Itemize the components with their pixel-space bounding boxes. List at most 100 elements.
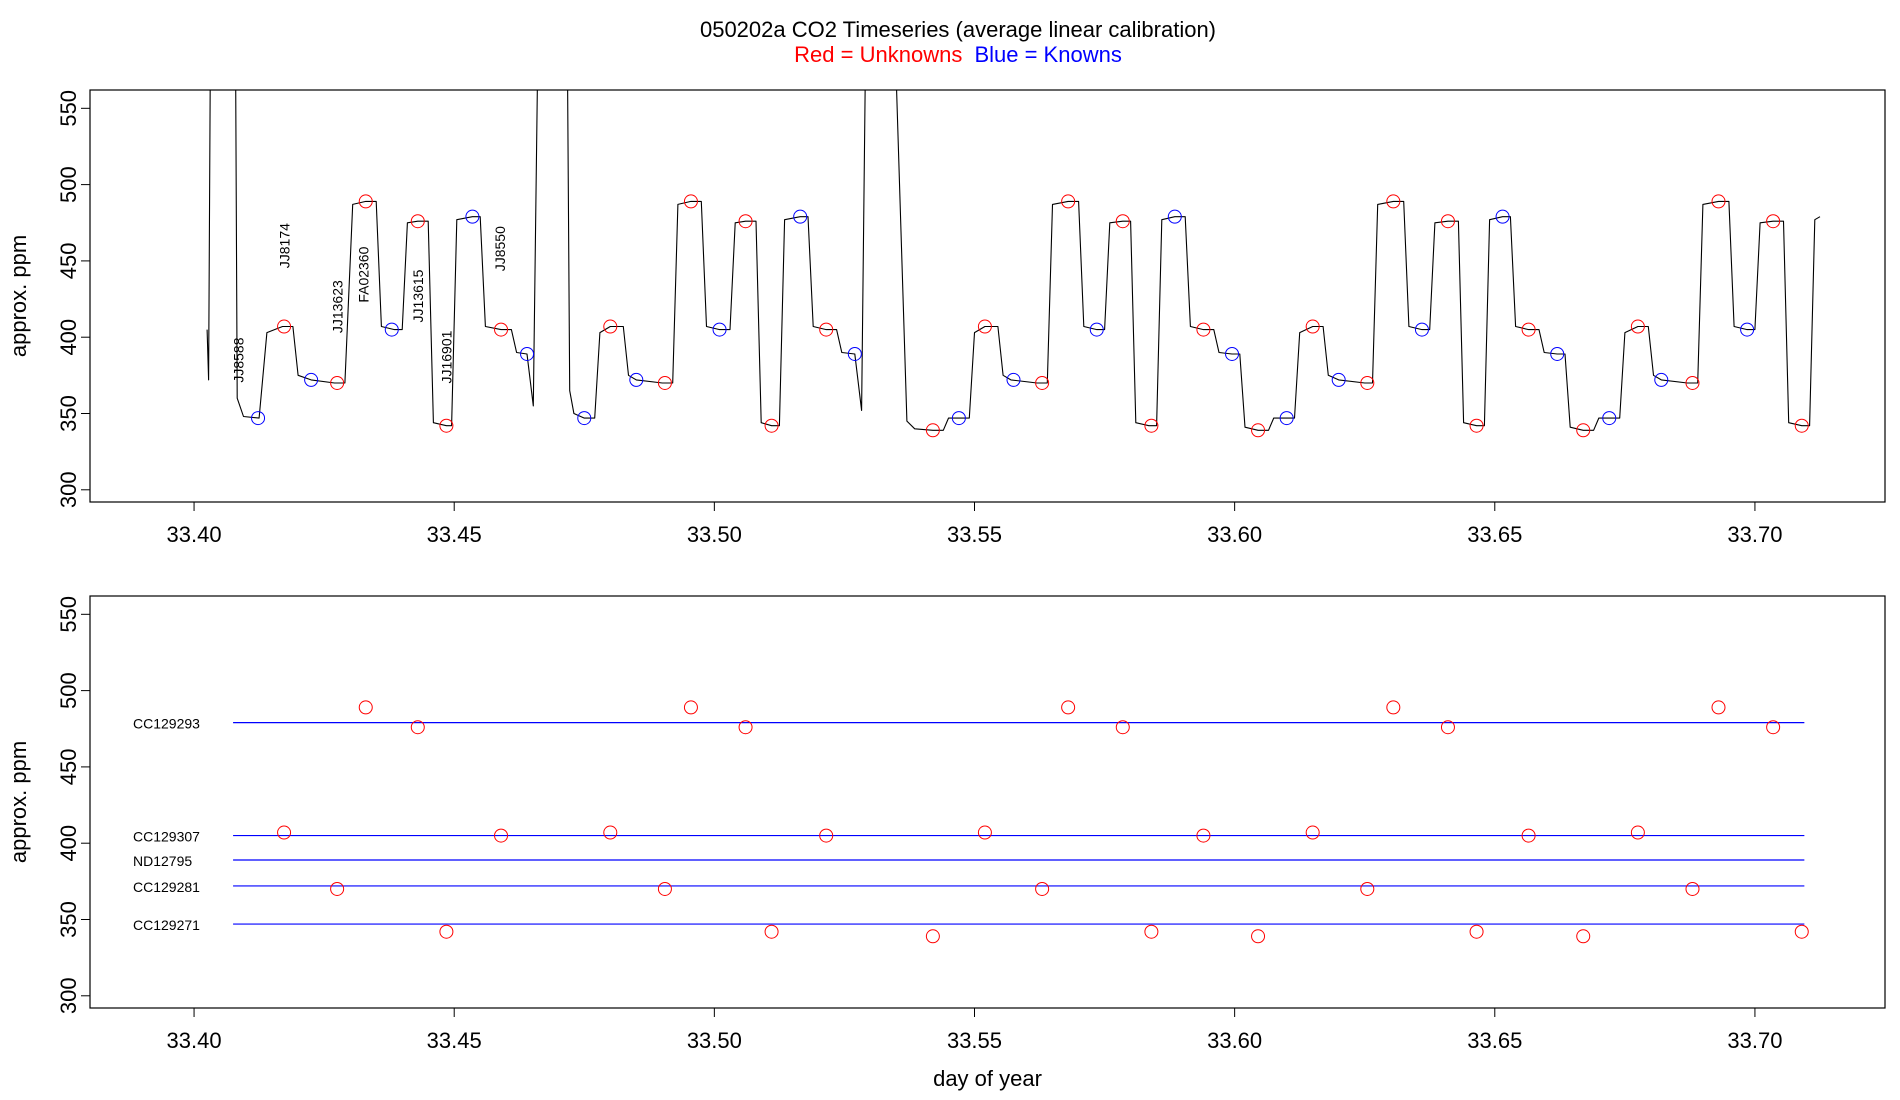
unknown-point-marker bbox=[1144, 924, 1159, 939]
unknown-point-marker bbox=[330, 375, 345, 390]
unknown-point-marker bbox=[738, 720, 753, 735]
unknown-point-marker bbox=[1251, 929, 1266, 944]
unknown-point-marker bbox=[1360, 375, 1375, 390]
y-tick-label: 400 bbox=[56, 825, 81, 862]
x-tick-label: 33.65 bbox=[1467, 522, 1522, 547]
x-tick-label: 33.40 bbox=[167, 522, 222, 547]
unknown-point-marker bbox=[603, 319, 618, 334]
x-tick-label: 33.45 bbox=[427, 1028, 482, 1053]
reference-line-label: CC129293 bbox=[133, 716, 200, 732]
chart-title: 050202a CO2 Timeseries (average linear c… bbox=[700, 17, 1216, 42]
unknown-point-marker bbox=[1576, 929, 1591, 944]
x-tick-label: 33.70 bbox=[1727, 1028, 1782, 1053]
trace-line bbox=[206, 90, 1821, 431]
unknown-point-marker bbox=[1576, 423, 1591, 438]
unknown-point-marker bbox=[977, 825, 992, 840]
known-point-marker bbox=[1414, 322, 1429, 337]
known-point-marker bbox=[712, 322, 727, 337]
unknown-point-marker bbox=[1711, 700, 1726, 715]
known-point-marker bbox=[1550, 346, 1565, 361]
sample-annotation: JJ13615 bbox=[410, 269, 426, 322]
unknown-point-marker bbox=[1305, 319, 1320, 334]
x-tick-label: 33.50 bbox=[687, 522, 742, 547]
unknown-point-marker bbox=[1196, 828, 1211, 843]
unknown-point-marker bbox=[657, 375, 672, 390]
sample-annotation: JJ8588 bbox=[230, 337, 246, 382]
sample-annotation: JJ8174 bbox=[276, 223, 292, 268]
unknown-point-marker bbox=[494, 322, 509, 337]
unknown-point-marker bbox=[1766, 214, 1781, 229]
known-point-marker bbox=[251, 411, 266, 426]
y-tick-label: 550 bbox=[56, 90, 81, 127]
y-tick-label: 350 bbox=[56, 395, 81, 432]
unknown-point-marker bbox=[1521, 828, 1536, 843]
unknown-point-marker bbox=[410, 720, 425, 735]
known-point-marker bbox=[1654, 372, 1669, 387]
x-tick-label: 33.40 bbox=[167, 1028, 222, 1053]
unknown-point-marker bbox=[683, 194, 698, 209]
x-tick-label: 33.55 bbox=[947, 1028, 1002, 1053]
unknown-point-marker bbox=[1386, 700, 1401, 715]
unknown-point-marker bbox=[410, 214, 425, 229]
unknown-point-marker bbox=[1440, 720, 1455, 735]
unknown-point-marker bbox=[1630, 319, 1645, 334]
unknown-point-marker bbox=[1521, 322, 1536, 337]
known-point-marker bbox=[793, 209, 808, 224]
unknown-point-marker bbox=[738, 214, 753, 229]
y-tick-label: 350 bbox=[56, 901, 81, 938]
unknown-point-marker bbox=[1061, 700, 1076, 715]
unknown-point-marker bbox=[819, 322, 834, 337]
unknown-point-marker bbox=[1440, 214, 1455, 229]
bottom-panel: 33.40 33.45 33.50 33.55 33.60 33.65 33.70 300 35… bbox=[6, 595, 1886, 1091]
x-tick-label: 33.60 bbox=[1207, 1028, 1262, 1053]
plot-frame bbox=[89, 89, 1886, 503]
sample-annotation: FA02360 bbox=[355, 246, 371, 302]
legend-knowns: Blue = Knowns bbox=[974, 42, 1121, 67]
unknown-point-marker bbox=[1196, 322, 1211, 337]
x-tick-label: 33.65 bbox=[1467, 1028, 1522, 1053]
x-tick-label: 33.60 bbox=[1207, 522, 1262, 547]
unknown-point-marker bbox=[1115, 214, 1130, 229]
known-point-marker bbox=[1167, 209, 1182, 224]
reference-line-label: CC129271 bbox=[133, 917, 200, 933]
unknown-point-marker bbox=[1711, 194, 1726, 209]
unknown-point-marker bbox=[358, 700, 373, 715]
unknown-point-marker bbox=[1685, 375, 1700, 390]
known-point-marker bbox=[304, 372, 319, 387]
unknown-point-marker bbox=[1386, 194, 1401, 209]
y-tick-label: 300 bbox=[56, 977, 81, 1014]
known-point-marker bbox=[1089, 322, 1104, 337]
y-axis-label: approx. ppm bbox=[6, 741, 31, 863]
known-point-marker bbox=[1225, 346, 1240, 361]
unknown-point-marker bbox=[494, 828, 509, 843]
unknown-point-marker bbox=[925, 929, 940, 944]
unknown-point-marker bbox=[977, 319, 992, 334]
unknown-point-marker bbox=[1766, 720, 1781, 735]
known-point-marker bbox=[629, 372, 644, 387]
x-tick-label: 33.70 bbox=[1727, 522, 1782, 547]
known-point-marker bbox=[1279, 411, 1294, 426]
known-point-marker bbox=[951, 411, 966, 426]
reference-line-label: ND12795 bbox=[133, 853, 192, 869]
unknown-point-marker bbox=[764, 924, 779, 939]
unknown-point-marker bbox=[439, 924, 454, 939]
unknown-point-marker bbox=[1469, 418, 1484, 433]
plot-area bbox=[233, 700, 1809, 944]
y-tick-label: 400 bbox=[56, 319, 81, 356]
unknown-point-marker bbox=[764, 418, 779, 433]
known-point-marker bbox=[1006, 372, 1021, 387]
x-tick-label: 33.50 bbox=[687, 1028, 742, 1053]
known-point-marker bbox=[465, 209, 480, 224]
known-point-marker bbox=[520, 346, 535, 361]
unknown-point-marker bbox=[439, 418, 454, 433]
unknown-point-marker bbox=[1685, 881, 1700, 896]
y-tick-label: 300 bbox=[56, 471, 81, 508]
y-tick-label: 500 bbox=[56, 672, 81, 709]
legend-line: Red = Unknowns Blue = Knowns bbox=[794, 42, 1122, 67]
known-point-marker bbox=[1740, 322, 1755, 337]
unknown-point-marker bbox=[277, 319, 292, 334]
x-tick-label: 33.55 bbox=[947, 522, 1002, 547]
x-tick-label: 33.45 bbox=[427, 522, 482, 547]
y-tick-label: 450 bbox=[56, 749, 81, 786]
